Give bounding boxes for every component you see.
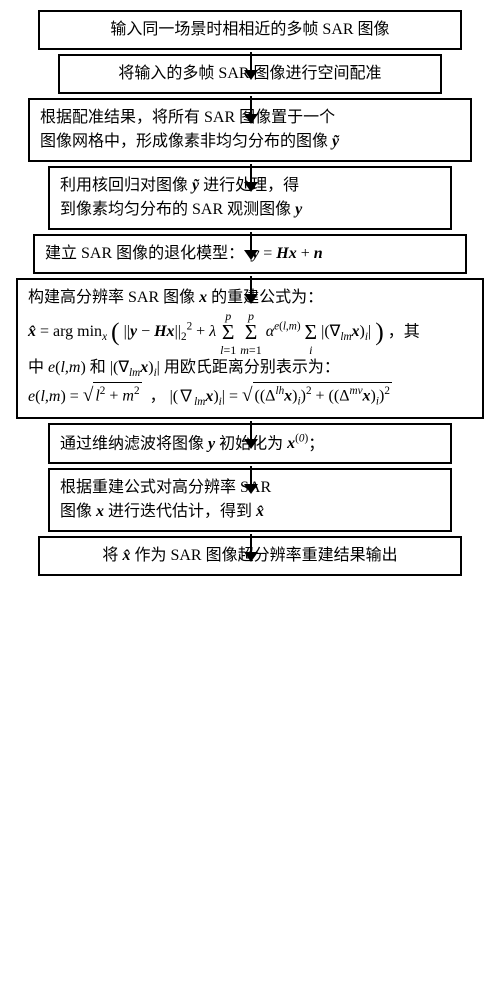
node-1-text: 输入同一场景时相相近的多帧 SAR 图像: [110, 21, 389, 38]
flowchart-root: 输入同一场景时相相近的多帧 SAR 图像 将输入的多帧 SAR 图像进行空间配准…: [10, 10, 490, 576]
node-1: 输入同一场景时相相近的多帧 SAR 图像: [38, 10, 462, 50]
